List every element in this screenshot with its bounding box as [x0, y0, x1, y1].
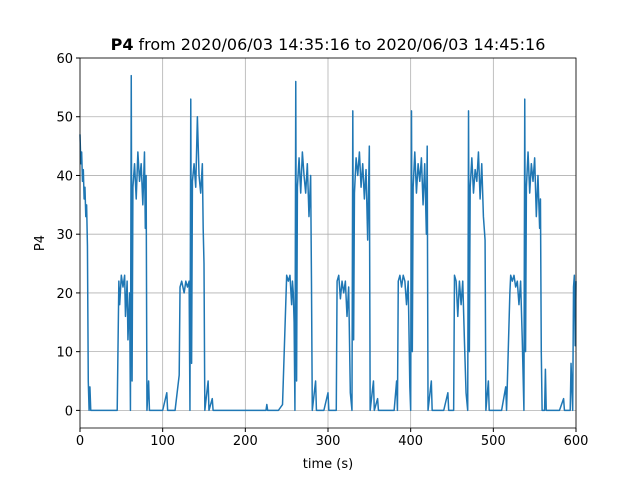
y-tick-label: 10 [56, 346, 73, 361]
x-tick-label: 100 [150, 434, 175, 449]
data-line [79, 74, 577, 412]
x-tick-label: 300 [316, 434, 341, 449]
title-bold: P4 [111, 35, 134, 54]
title-text: from 2020/06/03 14:35:16 to 2020/06/03 1… [138, 35, 545, 54]
y-tick-label: 30 [56, 228, 73, 243]
x-axis-label: time (s) [303, 457, 353, 472]
y-tick-label: 50 [56, 111, 73, 126]
x-tick-label: 400 [398, 434, 423, 449]
x-tick-label: 0 [76, 434, 84, 449]
y-axis-label: P4 [33, 235, 48, 251]
y-tick-label: 40 [56, 169, 73, 184]
chart-title: P4 from 2020/06/03 14:35:16 to 2020/06/03… [111, 35, 546, 54]
y-tick-label: 20 [56, 287, 73, 302]
x-tick-label: 500 [481, 434, 506, 449]
x-tick-label: 600 [564, 434, 589, 449]
y-tick-label: 0 [65, 404, 73, 419]
plot-frame [79, 57, 577, 429]
x-tick-label: 200 [233, 434, 258, 449]
y-tick-label: 60 [56, 52, 73, 67]
